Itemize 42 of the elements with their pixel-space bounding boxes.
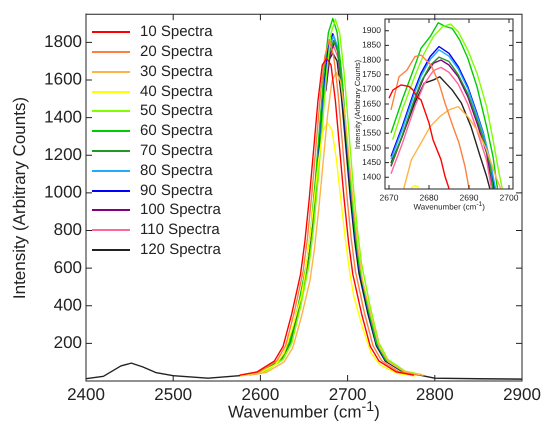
legend-label: 50 Spectra bbox=[140, 102, 213, 120]
y-tick-label: 1800 bbox=[362, 54, 382, 64]
legend-label: 110 Spectra bbox=[140, 221, 220, 238]
y-tick-label: 1850 bbox=[362, 40, 382, 50]
y-tick-label: 1000 bbox=[44, 182, 82, 202]
y-tick-label: 1900 bbox=[362, 25, 382, 36]
y-tick-label: 1400 bbox=[362, 172, 382, 182]
x-tick-label: 2700 bbox=[500, 192, 519, 202]
x-tick-label: 2400 bbox=[67, 384, 105, 404]
y-tick-label: 600 bbox=[54, 258, 82, 277]
x-tick-label: 2690 bbox=[460, 192, 479, 202]
x-tick-label: 2670 bbox=[380, 192, 399, 202]
legend-label: 100 Spectra bbox=[140, 201, 221, 218]
legend-label: 120 Spectra bbox=[140, 240, 221, 258]
legend-label: 70 Spectra bbox=[140, 142, 213, 159]
x-tick-label: 2900 bbox=[503, 384, 541, 404]
legend-label: 30 Spectra bbox=[140, 62, 213, 80]
y-tick-label: 1450 bbox=[362, 156, 382, 167]
y-tick-label: 1800 bbox=[44, 32, 82, 52]
y-axis-title: Intensity (Arbitrary Counts) bbox=[10, 96, 30, 299]
y-tick-label: 200 bbox=[54, 333, 82, 352]
y-tick-label: 1750 bbox=[362, 69, 382, 80]
x-axis-title: Wavenumber (cm$^{-1}$) bbox=[414, 201, 485, 212]
y-tick-label: 1600 bbox=[44, 70, 82, 89]
legend-label: 10 Spectra bbox=[140, 23, 213, 40]
y-tick-label: 1550 bbox=[362, 128, 382, 138]
y-tick-label: 1700 bbox=[362, 84, 382, 94]
y-tick-label: 400 bbox=[54, 295, 82, 314]
y-tick-label: 800 bbox=[54, 220, 82, 240]
y-tick-label: 1200 bbox=[44, 144, 82, 164]
legend-label: 20 Spectra bbox=[140, 42, 213, 60]
y-tick-label: 1650 bbox=[362, 98, 382, 108]
legend-label: 60 Spectra bbox=[140, 122, 213, 140]
x-tick-label: 2500 bbox=[154, 384, 192, 404]
y-tick-label: 1400 bbox=[44, 107, 82, 126]
x-tick-label: 2680 bbox=[420, 192, 439, 202]
y-tick-label: 1600 bbox=[362, 113, 382, 123]
legend-label: 90 Spectra bbox=[140, 182, 213, 199]
legend-label: 80 Spectra bbox=[140, 162, 213, 179]
legend-label: 40 Spectra bbox=[140, 82, 213, 100]
x-tick-label: 2800 bbox=[416, 384, 454, 404]
y-tick-label: 1500 bbox=[362, 142, 382, 152]
